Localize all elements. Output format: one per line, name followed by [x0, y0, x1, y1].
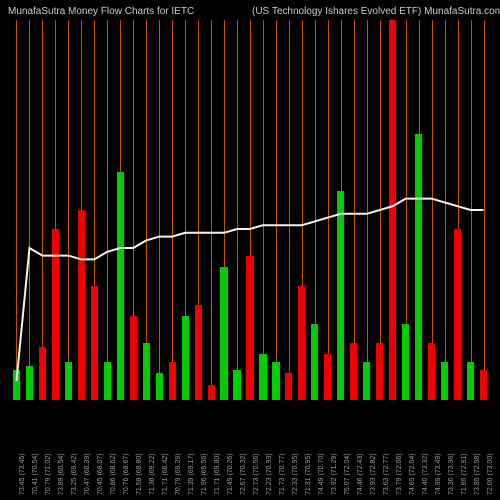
price-line — [10, 20, 490, 400]
x-axis-label: 70.79 (69.29) — [175, 453, 182, 495]
x-axis-label: 71.49 (70.26) — [227, 453, 234, 495]
x-axis-label: 70.79 (71.02) — [45, 453, 52, 495]
x-axis-label: 70.41 (70.54) — [32, 453, 39, 495]
x-axis-label: 73.89 (60.54) — [58, 453, 65, 495]
header-right: (US Technology Ishares Evolved ETF) Muna… — [252, 6, 500, 17]
x-axis-label: 71.71 (66.42) — [162, 453, 169, 495]
x-axis-label: 71.39 (69.17) — [188, 453, 195, 495]
x-axis-label: 70.47 (68.39) — [84, 453, 91, 495]
x-axis-label: 74.99 (73.49) — [435, 453, 442, 495]
x-axis-label: 71.31 (70.95) — [305, 453, 312, 495]
x-axis-label: 72.67 (70.32) — [240, 453, 247, 495]
x-axis-label: 71.85 (72.91) — [461, 453, 468, 495]
x-axis-label: 73.92 (71.29) — [331, 453, 338, 495]
x-axis-label: 72.23 (70.93) — [266, 453, 273, 495]
x-axis-label: 72.73 (70.56) — [253, 453, 260, 495]
x-axis-label: 71.71 (69.80) — [214, 453, 221, 495]
x-axis-label: 73.63 (72.77) — [383, 453, 390, 495]
plot-area — [10, 20, 490, 400]
x-axis-label: 74.49 (70.70) — [318, 453, 325, 495]
x-axis-label: 72.00 (73.00) — [487, 453, 494, 495]
x-axis-label: 71.58 (68.80) — [136, 453, 143, 495]
x-axis-label: 73.93 (72.82) — [370, 453, 377, 495]
header-left: MunafaSutra Money Flow Charts for IETC — [8, 6, 194, 17]
x-axis-label: 75.07 (72.04) — [344, 453, 351, 495]
x-axis-label: 71.96 (69.56) — [201, 453, 208, 495]
x-axis-label: 73.25 (69.42) — [71, 453, 78, 495]
x-axis-label: 74.65 (72.64) — [409, 453, 416, 495]
x-axis-label: 73.79 (72.66) — [396, 453, 403, 495]
x-axis-label: 70.76 (68.67) — [123, 453, 130, 495]
x-axis-label: 73.45 (73.45) — [19, 453, 26, 495]
x-axis-label: 70.45 (68.07) — [97, 453, 104, 495]
x-axis-label: 72.33 (70.95) — [292, 453, 299, 495]
x-axis-label: 73.36 (73.36) — [448, 453, 455, 495]
x-axis-label: 74.40 (73.32) — [422, 453, 429, 495]
x-axis-labels: 73.45 (73.45) 70.41 (70.54) 70.79 (71.02) 7… — [10, 400, 490, 500]
x-axis-label: 71.36 (69.22) — [149, 453, 156, 495]
chart-container: MunafaSutra Money Flow Charts for IETC (… — [0, 0, 500, 500]
x-axis-label: 74.46 (72.43) — [357, 453, 364, 495]
x-axis-label: 71.73 (70.77) — [279, 453, 286, 495]
x-axis-label: 70.86 (68.62) — [110, 453, 117, 495]
x-axis-label: 73.85 (72.58) — [474, 453, 481, 495]
